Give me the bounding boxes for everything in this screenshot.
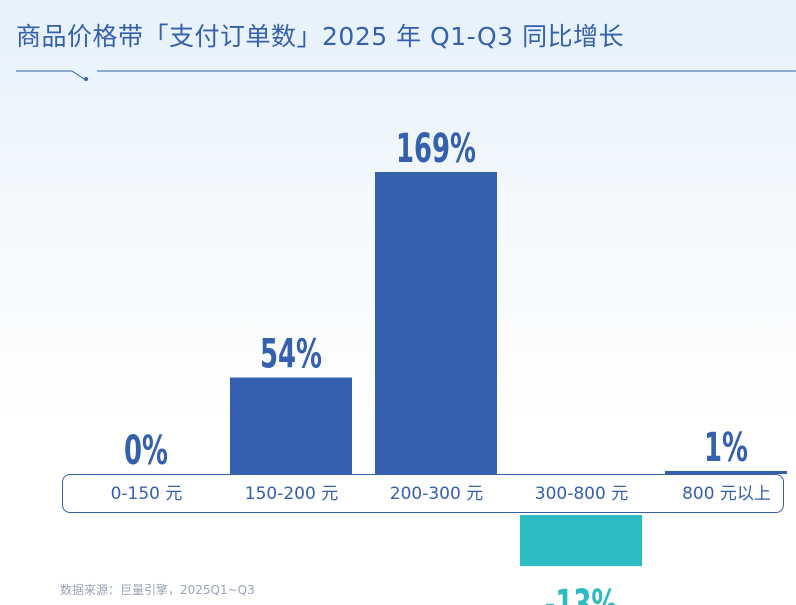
- data-label-4: 1%: [704, 425, 748, 471]
- category-label-4: 800 元以上: [682, 484, 771, 504]
- data-source-note: 数据来源：巨量引擎，2025Q1~Q3: [60, 583, 255, 597]
- category-axis-band: [62, 474, 784, 513]
- data-label-1: 54%: [260, 332, 322, 378]
- data-label-3: -13%: [545, 583, 618, 605]
- bar-2: [375, 172, 497, 474]
- divider-dot: [84, 77, 88, 81]
- chart-title: 商品价格带「支付订单数」2025 年 Q1-Q3 同比增长: [16, 22, 625, 51]
- category-label-0: 0-150 元: [110, 484, 183, 504]
- category-label-3: 300-800 元: [534, 484, 629, 504]
- bar-3: [520, 515, 642, 567]
- bar-1: [230, 377, 352, 474]
- bar-4: [665, 471, 787, 474]
- divider-line: [16, 70, 85, 80]
- data-label-2: 169%: [396, 126, 476, 172]
- title-divider: [16, 70, 796, 81]
- category-label-1: 150-200 元: [244, 484, 339, 504]
- category-label-2: 200-300 元: [389, 484, 484, 504]
- data-label-0: 0%: [124, 428, 168, 474]
